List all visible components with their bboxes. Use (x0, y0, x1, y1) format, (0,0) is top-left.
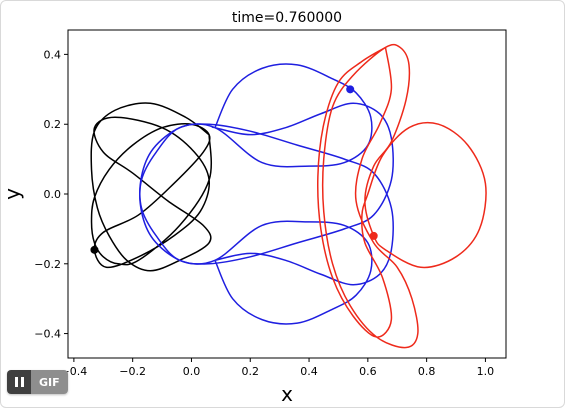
y-tick-label: 0.0 (44, 188, 62, 201)
x-tick-label: 0.8 (418, 365, 436, 378)
body-marker-3 (369, 231, 378, 240)
pause-icon (13, 377, 25, 387)
x-tick-label: 1.0 (477, 365, 495, 378)
series-line-red (317, 43, 487, 349)
chart-title: time=0.760000 (232, 10, 342, 26)
gif-badge: GIF (31, 370, 68, 394)
y-tick-label: 0.4 (44, 48, 62, 61)
y-axis-label: y (1, 188, 24, 200)
body-marker-1 (346, 85, 355, 94)
gif-controls: GIF (7, 370, 68, 394)
x-tick-label: 0.0 (183, 365, 201, 378)
y-tick-label: 0.2 (44, 118, 62, 131)
series-line-black (90, 102, 213, 272)
series-line-blue-lower (139, 123, 394, 325)
y-tick-label: −0.4 (34, 328, 61, 341)
x-tick-label: 0.2 (242, 365, 260, 378)
pause-button[interactable] (7, 370, 31, 394)
x-tick-label: 0.4 (300, 365, 318, 378)
x-axis-label: x (281, 382, 293, 406)
y-tick-label: −0.2 (34, 258, 61, 271)
x-tick-label: 0.6 (359, 365, 377, 378)
series-line-blue-upper (139, 63, 394, 265)
axes-frame (67, 29, 507, 359)
body-marker-0 (90, 245, 99, 254)
x-tick-label: −0.2 (119, 365, 146, 378)
